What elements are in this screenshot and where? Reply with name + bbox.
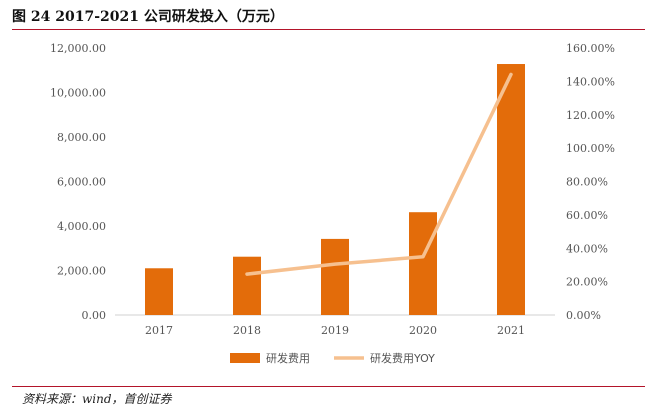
y-left-tick-label: 2,000.00 (57, 265, 106, 278)
y-right-tick-label: 40.00% (566, 242, 608, 255)
legend: 研发费用 研发费用YOY (230, 351, 435, 365)
y-left-tick-label: 8,000.00 (57, 131, 106, 144)
y-right-tick-label: 140.00% (566, 75, 615, 88)
y-left-tick-label: 10,000.00 (50, 87, 106, 100)
bar (409, 212, 437, 315)
legend-bar-label: 研发费用 (266, 351, 310, 365)
y-left-tick-label: 4,000.00 (57, 220, 106, 233)
bar (321, 238, 349, 315)
x-tick-label: 2020 (409, 324, 437, 337)
y-left-tick-label: 0.00 (82, 309, 107, 322)
bar-series (145, 64, 525, 316)
bar (233, 256, 261, 315)
yoy-line (245, 72, 513, 276)
bar (145, 268, 173, 315)
y-left-tick-label: 12,000.00 (50, 42, 106, 55)
figure-title: 图 24 2017-2021 公司研发投入（万元） (12, 9, 284, 25)
source-note: 资料来源：wind，首创证券 (22, 392, 172, 406)
legend-line-label: 研发费用YOY (370, 351, 435, 365)
chart-axes: 0.00 2,000.00 4,000.00 6,000.00 8,000.00 10,0… (50, 42, 615, 337)
y-right-tick-label: 20.00% (566, 276, 608, 289)
bar (497, 64, 525, 316)
x-tick-label: 2019 (321, 324, 349, 337)
y-right-tick-label: 0.00% (566, 309, 601, 322)
y-left-tick-label: 6,000.00 (57, 176, 106, 189)
legend-bar-swatch (230, 353, 260, 363)
y-right-tick-label: 60.00% (566, 209, 608, 222)
title-rule (12, 29, 645, 30)
x-tick-label: 2021 (497, 324, 525, 337)
line-series (245, 72, 513, 276)
x-tick-label: 2017 (145, 324, 173, 337)
source-rule (12, 386, 645, 387)
x-tick-label: 2018 (233, 324, 261, 337)
y-right-tick-label: 120.00% (566, 109, 615, 122)
y-right-tick-label: 80.00% (566, 176, 608, 189)
y-right-tick-label: 160.00% (566, 42, 615, 55)
y-right-tick-label: 100.00% (566, 142, 615, 155)
